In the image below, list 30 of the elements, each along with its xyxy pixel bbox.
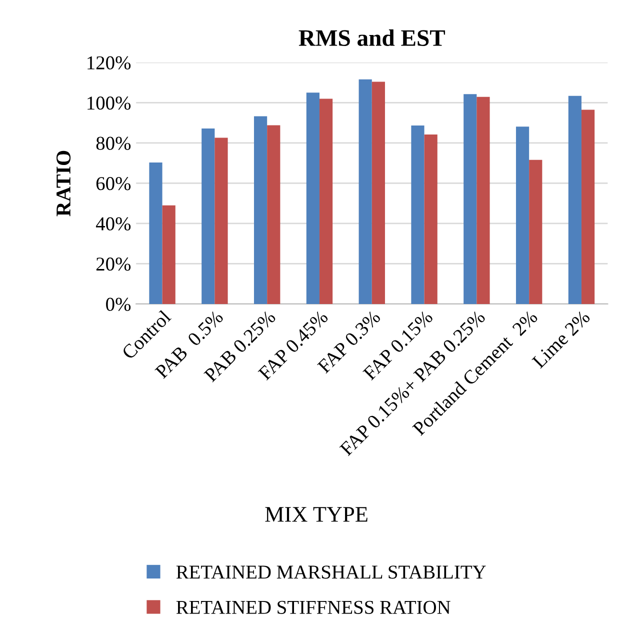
bar [202,128,215,304]
y-tick-label: 20% [96,258,131,271]
y-axis-title: RATIO [56,150,71,216]
bar [319,98,333,304]
bar [411,125,424,304]
bar [214,138,228,304]
legend-label: RETAINED STIFFNESS RATION [176,600,450,614]
y-tick-label: 60% [96,177,131,190]
bar [464,94,477,304]
y-tick-label: 40% [96,217,131,230]
bar [162,205,176,304]
bar [516,126,530,304]
bar [149,162,162,304]
y-tick-label: 100% [88,96,131,110]
bar [529,160,542,304]
bar [581,110,595,304]
bar [267,125,280,304]
bar [372,82,385,304]
bar [254,116,268,304]
y-tick-label: 0% [106,298,131,311]
legend-label: RETAINED MARSHALL STABILITY [176,566,486,579]
bar [476,96,490,304]
y-tick-label: 80% [96,136,131,150]
bar [358,79,372,304]
bar [568,96,582,304]
bar [306,92,320,304]
chart-title: RMS and EST [298,29,446,46]
x-axis-title: MIX TYPE [265,507,368,522]
bar [424,134,438,304]
y-tick-label: 120% [88,56,131,70]
